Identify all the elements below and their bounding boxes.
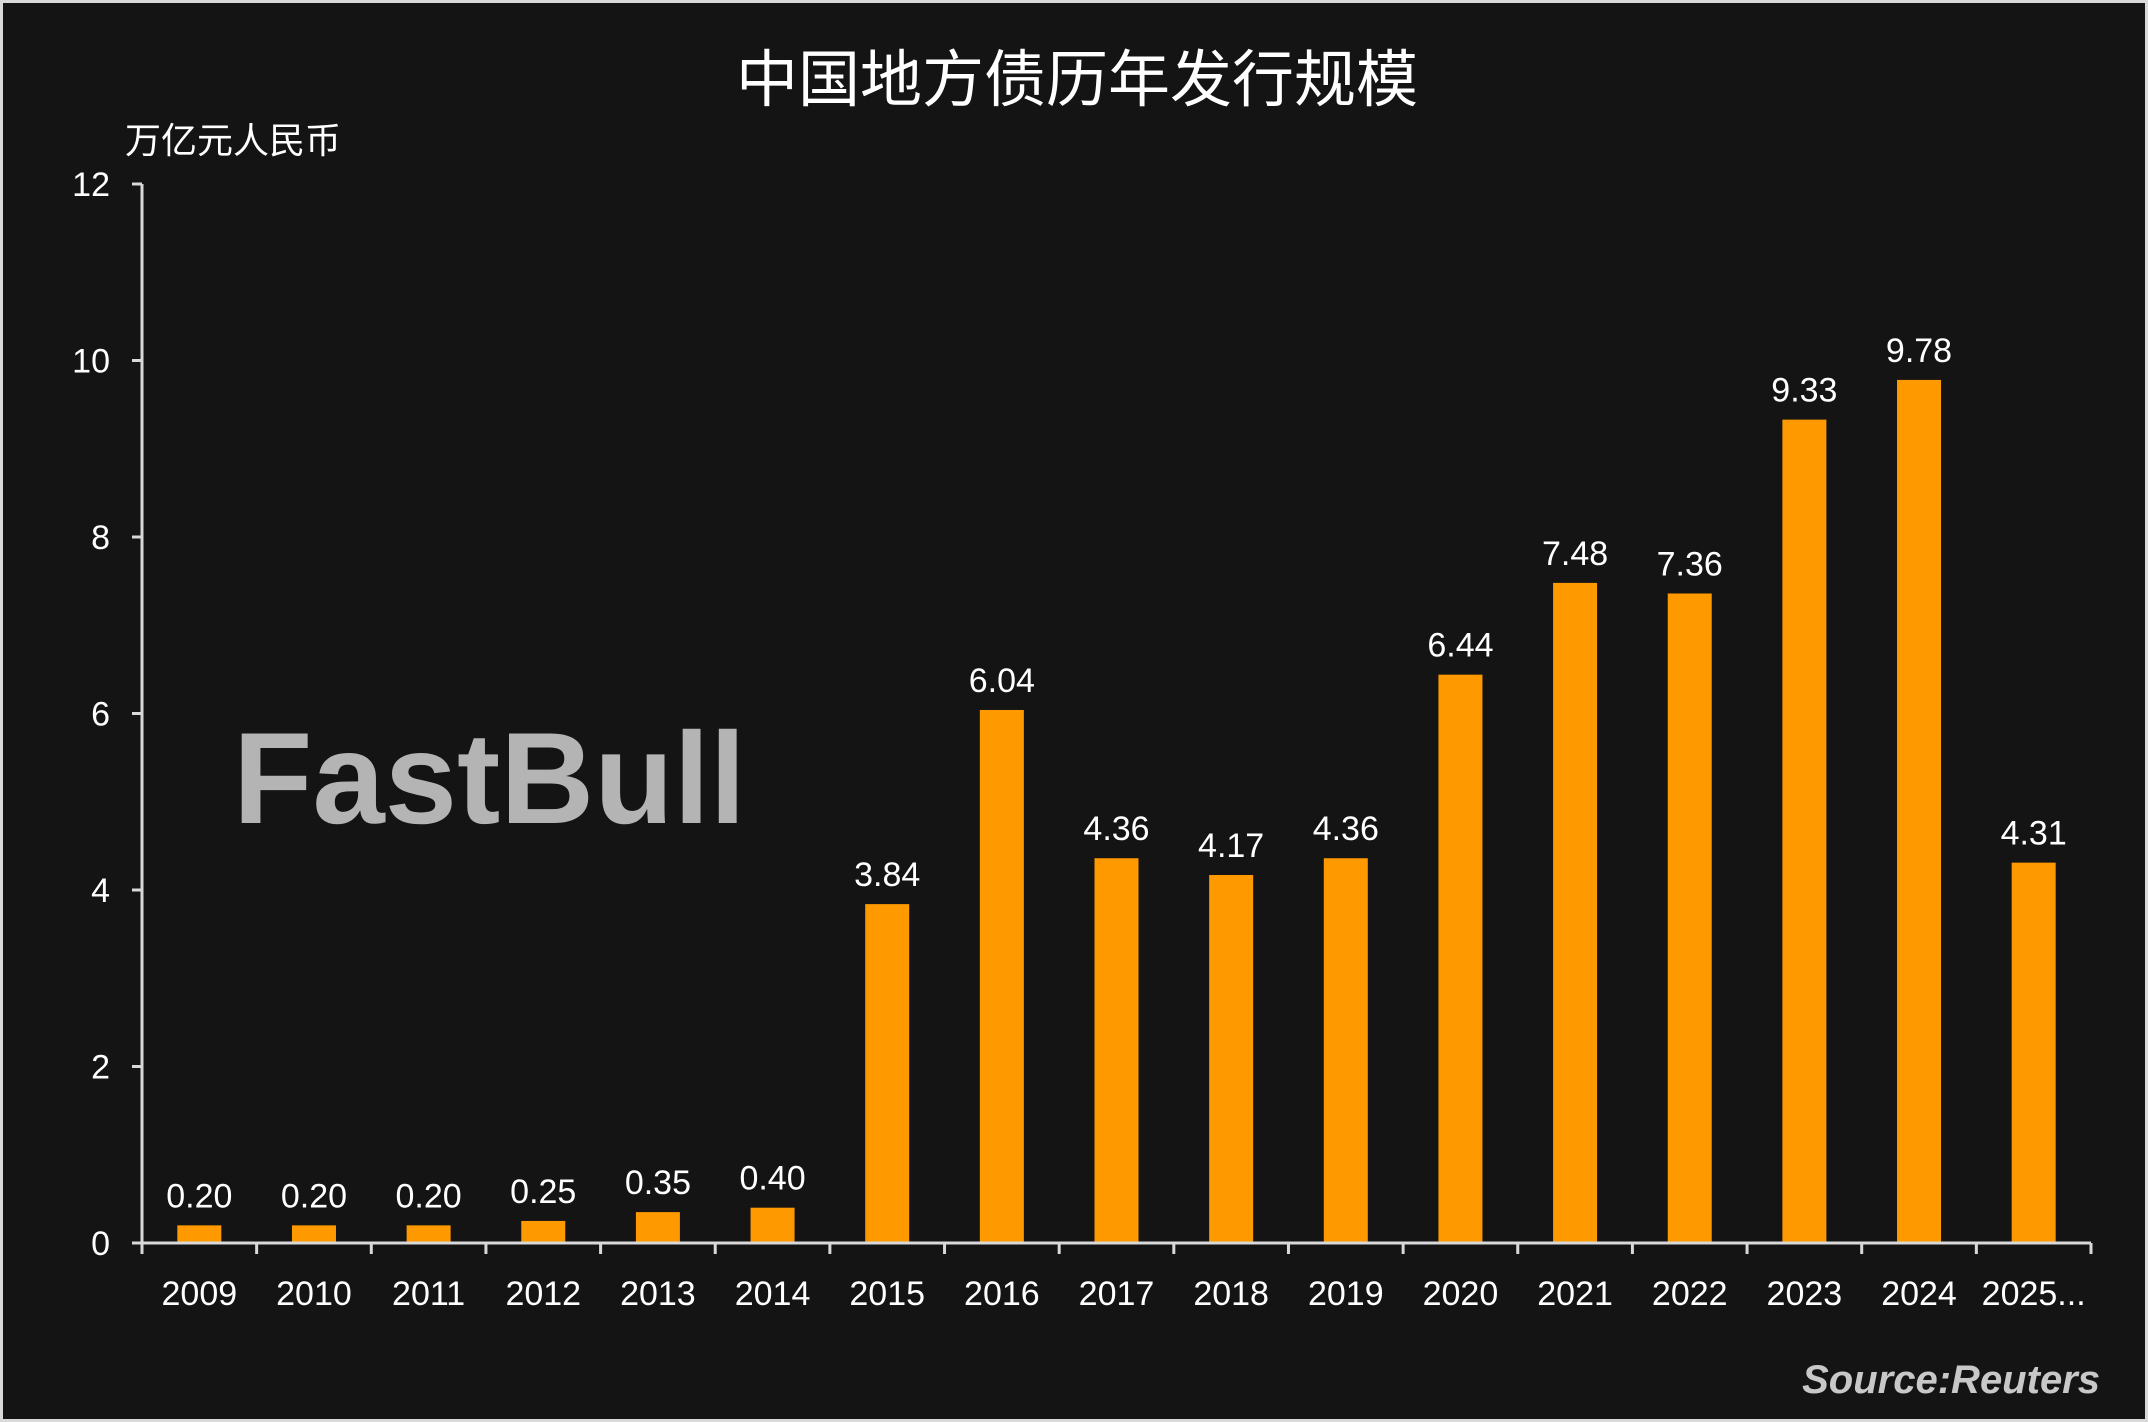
data-label-2023: 9.33 <box>1771 372 1837 410</box>
bar-chart: 中国地方债历年发行规模 万亿元人民币 0.20 0.20 0.20 0.25 0.35 0… <box>72 43 2100 1402</box>
bar-2021 <box>1553 582 1598 1243</box>
watermark-logo: FastBull <box>233 705 746 851</box>
data-label-2017: 4.36 <box>1083 810 1149 848</box>
bar-2025... <box>2011 862 2056 1243</box>
y-tick-label-2: 2 <box>91 1049 110 1087</box>
bar-2014 <box>750 1207 795 1243</box>
data-label-2010: 0.20 <box>281 1177 347 1215</box>
y-tick-label-10: 10 <box>72 343 110 381</box>
x-tick-label-2011: 2011 <box>392 1275 465 1313</box>
y-tick-label-0: 0 <box>91 1225 110 1263</box>
x-tick-label-2010: 2010 <box>276 1275 352 1313</box>
data-label-2012: 0.25 <box>510 1173 576 1211</box>
bar-2013 <box>635 1212 680 1243</box>
data-label-2021: 7.48 <box>1542 535 1608 573</box>
y-tick-label-8: 8 <box>91 519 110 557</box>
data-label-2016: 6.04 <box>969 662 1035 700</box>
data-label-2011: 0.20 <box>396 1177 462 1215</box>
bar-2019 <box>1323 858 1368 1243</box>
data-label-2015: 3.84 <box>854 856 920 894</box>
chart-title: 中国地方债历年发行规模 <box>736 43 1418 116</box>
y-tick-label-4: 4 <box>91 872 110 910</box>
data-label-2018: 4.17 <box>1198 827 1264 865</box>
x-tick-label-2012: 2012 <box>505 1275 581 1313</box>
x-tick-label-2023: 2023 <box>1767 1275 1843 1313</box>
x-tick-label-2025...: 2025... <box>1982 1275 2086 1313</box>
x-tick-label-2014: 2014 <box>735 1275 811 1313</box>
x-tick-label-2020: 2020 <box>1423 1275 1499 1313</box>
data-label-2022: 7.36 <box>1657 545 1723 583</box>
bar-2015 <box>865 904 910 1243</box>
x-tick-label-2022: 2022 <box>1652 1275 1728 1313</box>
data-label-2013: 0.35 <box>625 1164 691 1202</box>
bar-2010 <box>291 1225 336 1243</box>
bar-2022 <box>1667 593 1712 1243</box>
y-tick-label-6: 6 <box>91 696 110 734</box>
data-label-2014: 0.40 <box>739 1160 805 1198</box>
x-tick-label-2019: 2019 <box>1308 1275 1384 1313</box>
x-tick-label-2013: 2013 <box>620 1275 696 1313</box>
bar-2011 <box>406 1225 451 1243</box>
bar-2024 <box>1897 379 1942 1243</box>
data-label-2009: 0.20 <box>166 1177 232 1215</box>
bar-2018 <box>1209 874 1254 1243</box>
data-label-2020: 6.44 <box>1427 627 1493 665</box>
bar-2020 <box>1438 674 1483 1243</box>
bar-2009 <box>177 1225 222 1243</box>
bar-2023 <box>1782 419 1827 1243</box>
x-tick-label-2009: 2009 <box>162 1275 238 1313</box>
bar-2016 <box>979 709 1024 1243</box>
x-tick-label-2024: 2024 <box>1881 1275 1957 1313</box>
x-tick-label-2017: 2017 <box>1079 1275 1155 1313</box>
source-note: Source:Reuters <box>1802 1358 2100 1402</box>
data-label-2025...: 4.31 <box>2001 815 2067 853</box>
data-label-2024: 9.78 <box>1886 332 1952 370</box>
x-tick-label-2021: 2021 <box>1537 1275 1613 1313</box>
y-tick-label-12: 12 <box>72 166 110 204</box>
x-tick-label-2018: 2018 <box>1193 1275 1269 1313</box>
bar-2012 <box>521 1220 566 1243</box>
bar-2017 <box>1094 858 1139 1243</box>
x-tick-label-2015: 2015 <box>849 1275 925 1313</box>
x-tick-label-2016: 2016 <box>964 1275 1040 1313</box>
y-axis-label: 万亿元人民币 <box>125 121 341 162</box>
data-label-2019: 4.36 <box>1313 810 1379 848</box>
chart-frame: 中国地方债历年发行规模 万亿元人民币 0.20 0.20 0.20 0.25 0.35 0… <box>3 3 2145 1419</box>
